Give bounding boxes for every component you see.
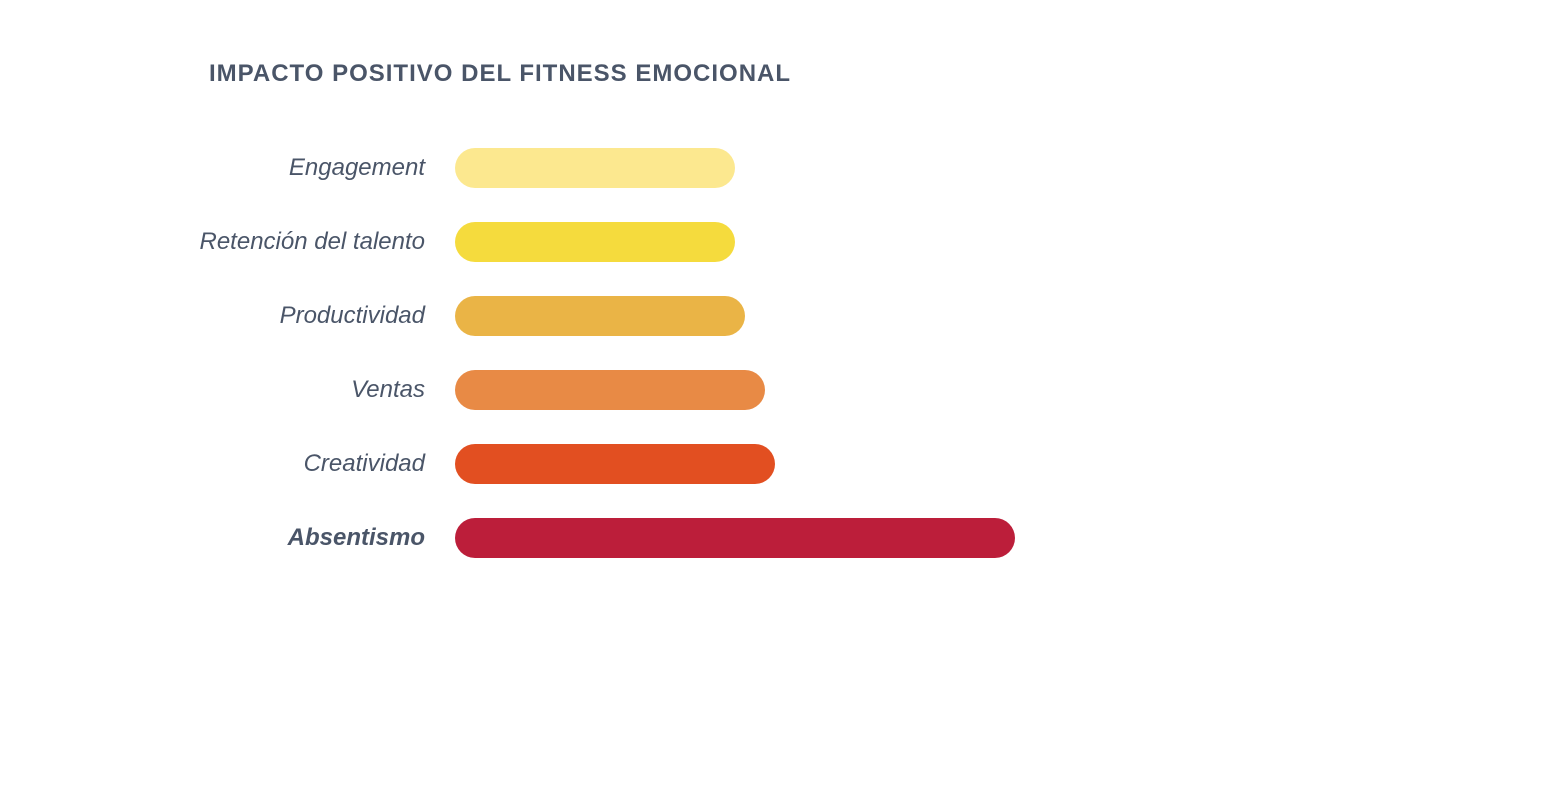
bar	[455, 370, 765, 410]
chart-row: Retención del talento	[0, 222, 1561, 262]
bar	[455, 148, 735, 188]
chart-container: IMPACTO POSITIVO DEL FITNESS EMOCIONAL E…	[0, 60, 1561, 558]
chart-row: Productividad	[0, 296, 1561, 336]
chart-row: Absentismo	[0, 518, 1561, 558]
bar-label: Retención del talento	[0, 228, 455, 256]
chart-row: Ventas	[0, 370, 1561, 410]
bar-label: Absentismo	[0, 524, 455, 552]
bar-cell	[455, 222, 1561, 262]
bar-cell	[455, 444, 1561, 484]
bar-cell	[455, 296, 1561, 336]
bar-label: Productividad	[0, 302, 455, 330]
bar	[455, 296, 745, 336]
bar-cell	[455, 518, 1561, 558]
bar-label: Engagement	[0, 154, 455, 182]
bar-cell	[455, 148, 1561, 188]
chart-row: Engagement	[0, 148, 1561, 188]
bar-label: Ventas	[0, 376, 455, 404]
chart-title: IMPACTO POSITIVO DEL FITNESS EMOCIONAL	[0, 60, 900, 88]
bar-cell	[455, 370, 1561, 410]
bar	[455, 222, 735, 262]
bar	[455, 444, 775, 484]
chart-row: Creatividad	[0, 444, 1561, 484]
bar-label: Creatividad	[0, 450, 455, 478]
bar	[455, 518, 1015, 558]
chart-rows: Engagement Retención del talento Productiv…	[0, 148, 1561, 558]
